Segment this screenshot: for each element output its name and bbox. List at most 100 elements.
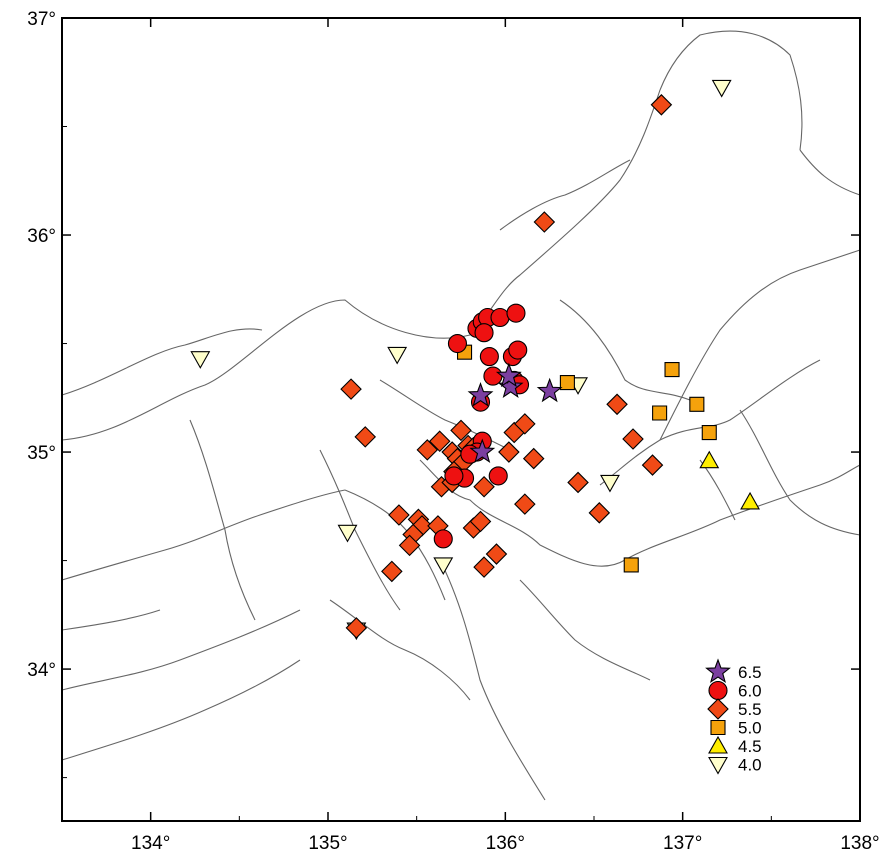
quake-marker-star — [536, 377, 563, 403]
x-tick-label: 136° — [486, 833, 525, 854]
x-tick-label: 135° — [308, 833, 347, 854]
quake-marker-circle — [483, 366, 503, 386]
quake-marker-diamond — [428, 430, 451, 452]
quake-marker-diamond — [498, 441, 520, 463]
quake-marker-circle — [447, 333, 468, 354]
map-frame — [61, 17, 861, 822]
boundary-line — [519, 579, 651, 681]
legend-label: 5.0 — [738, 719, 762, 738]
boundary-line — [379, 379, 511, 451]
boundary-line — [799, 149, 861, 196]
boundary-line — [439, 559, 546, 801]
boundary-line — [559, 299, 691, 401]
y-tick-label: 37° — [27, 9, 56, 30]
quake-marker-triangle-down — [337, 524, 358, 543]
legend-symbol-square — [710, 719, 726, 736]
legend-symbol-triangle-down — [708, 756, 728, 775]
quake-marker-diamond — [606, 393, 628, 416]
quake-marker-triangle-down — [387, 346, 408, 365]
boundary-line — [329, 599, 471, 701]
quake-marker-diamond — [514, 493, 536, 515]
legend-label: 6.0 — [738, 682, 762, 701]
axis-tick-labels: 134° 135° 136° 137° 138° 34° 35° 36° 37° — [27, 9, 879, 854]
legend-symbol-triangle-up — [708, 735, 728, 754]
x-tick-label: 138° — [840, 833, 879, 854]
quake-marker-triangle-down — [600, 474, 620, 493]
boundary-line — [344, 489, 446, 601]
quake-marker-diamond — [340, 378, 362, 400]
quake-marker-diamond — [514, 413, 536, 435]
quake-marker-circle — [474, 323, 494, 343]
quake-marker-diamond — [381, 560, 403, 583]
quake-marker-diamond — [522, 447, 545, 470]
boundary-line — [189, 419, 256, 621]
x-tick-label: 134° — [131, 833, 170, 854]
boundary-line — [659, 30, 803, 151]
earthquake-markers — [190, 79, 760, 641]
quake-marker-diamond — [533, 211, 556, 233]
magnitude-legend: 6.56.05.55.04.54.0 — [705, 658, 762, 775]
legend-label: 5.5 — [738, 700, 762, 719]
quake-marker-diamond — [398, 534, 421, 557]
quake-marker-diamond — [345, 617, 368, 639]
quake-marker-circle — [479, 347, 499, 367]
boundary-line — [699, 459, 736, 521]
quake-marker-star — [467, 382, 494, 407]
quake-marker-circle — [444, 466, 464, 486]
y-tick-label: 34° — [27, 660, 56, 681]
boundary-line — [624, 464, 861, 561]
quake-marker-diamond — [473, 476, 495, 498]
quake-marker-square — [652, 405, 668, 421]
legend-symbol-diamond — [707, 698, 729, 720]
prefecture-boundaries — [61, 30, 861, 801]
boundary-line — [499, 159, 631, 231]
y-tick-label: 35° — [27, 443, 56, 464]
quake-marker-diamond — [354, 426, 377, 448]
quake-marker-diamond — [588, 502, 611, 524]
quake-marker-triangle-down — [433, 557, 454, 576]
quake-marker-square — [559, 375, 575, 391]
quake-marker-diamond — [485, 543, 508, 565]
legend-symbol-star — [705, 658, 731, 683]
quake-marker-diamond — [469, 510, 492, 533]
quake-marker-square — [664, 362, 680, 378]
boundary-line — [61, 609, 161, 631]
boundary-line — [61, 659, 301, 761]
quake-marker-diamond — [650, 94, 673, 116]
quake-marker-diamond — [567, 471, 589, 494]
x-tick-label: 137° — [663, 833, 702, 854]
legend-label: 4.0 — [738, 756, 762, 775]
boundary-line — [469, 89, 661, 336]
quake-marker-star — [469, 438, 496, 464]
quake-marker-triangle-down — [190, 351, 211, 369]
quake-marker-diamond — [622, 428, 644, 450]
quake-marker-circle — [506, 303, 526, 323]
legend-label: 4.5 — [738, 737, 762, 756]
quake-marker-square — [689, 396, 705, 412]
quake-marker-circle — [488, 466, 508, 486]
quake-marker-square — [701, 424, 717, 441]
quake-marker-triangle-up — [740, 491, 760, 510]
quake-marker-diamond — [416, 439, 439, 461]
quake-marker-star — [495, 362, 522, 388]
y-tick-label: 36° — [27, 226, 56, 247]
quake-marker-triangle-up — [699, 450, 720, 469]
quake-marker-circle — [508, 340, 528, 360]
quake-marker-circle — [490, 307, 510, 328]
quake-marker-diamond — [450, 419, 472, 442]
boundary-line — [739, 409, 861, 536]
quake-marker-diamond — [388, 504, 410, 526]
legend-symbol-circle — [708, 680, 728, 701]
boundary-line — [61, 489, 346, 581]
boundary-line — [319, 449, 401, 611]
quake-marker-triangle-down — [711, 79, 732, 98]
quake-marker-diamond — [641, 454, 664, 476]
boundary-line — [61, 609, 301, 691]
quake-marker-diamond — [473, 556, 495, 578]
quake-marker-square — [623, 557, 639, 573]
boundary-line — [659, 249, 861, 441]
boundary-line — [61, 299, 471, 441]
quake-marker-circle — [433, 529, 453, 549]
